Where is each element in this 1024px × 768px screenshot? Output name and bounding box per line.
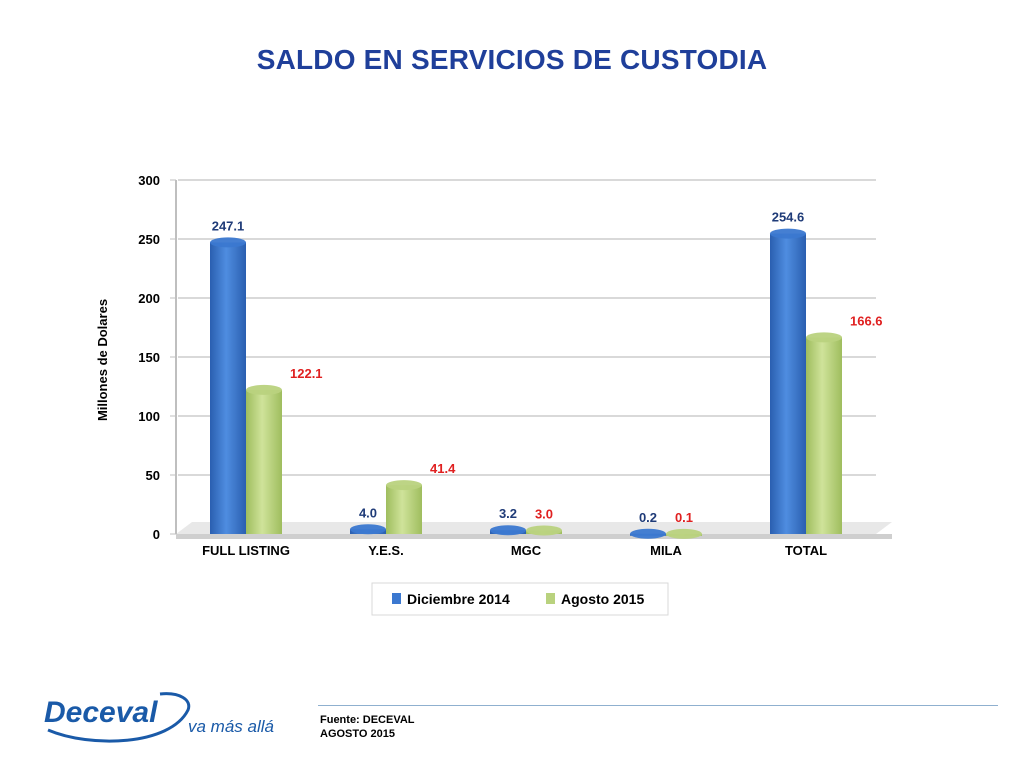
data-label: 254.6: [772, 210, 805, 225]
data-label: 122.1: [290, 366, 323, 381]
data-label: 41.4: [430, 461, 456, 476]
source-line-1: Fuente: DECEVAL: [320, 714, 415, 726]
y-tick-label: 100: [138, 409, 160, 424]
bar-agosto-2015: [386, 485, 422, 534]
bar-chart: 0 50 100 150 200 250 300 247.1 122.1 4.0 41.4 3.2 3…: [95, 173, 892, 616]
bars: [210, 228, 842, 539]
y-tick-label: 0: [153, 527, 160, 542]
y-tick-label: 50: [146, 468, 160, 483]
bar-agosto-2015: [246, 389, 282, 534]
y-tick-label: 300: [138, 173, 160, 188]
data-label: 0.2: [639, 510, 657, 525]
bar-cap: [806, 332, 842, 343]
bar-agosto-2015: [806, 337, 842, 534]
logo-text: Deceval: [44, 696, 158, 729]
x-tick-label: MGC: [511, 543, 542, 558]
bar-cap: [386, 480, 422, 491]
data-label: 4.0: [359, 505, 377, 520]
source-note: Fuente: DECEVAL AGOSTO 2015: [320, 713, 415, 741]
legend-label: Agosto 2015: [561, 591, 644, 607]
deceval-logo[interactable]: Deceval va más allá: [40, 688, 280, 744]
y-tick-label: 250: [138, 232, 160, 247]
bar-cap: [770, 228, 806, 239]
bar-cap: [666, 528, 702, 539]
data-label: 247.1: [212, 218, 245, 233]
legend-box: [371, 582, 669, 616]
bar-cap: [210, 237, 246, 248]
bar-cap: [490, 525, 526, 536]
gridlines: [178, 179, 876, 476]
data-labels: 247.1 122.1 4.0 41.4 3.2 3.0 0.2 0.1 254.6 166.6: [212, 210, 883, 525]
legend-swatch: [392, 593, 401, 604]
logo-tagline: va más allá: [188, 717, 274, 736]
bar-diciembre-2014: [210, 242, 246, 534]
data-label: 3.0: [535, 506, 553, 521]
bar-diciembre-2014: [770, 233, 806, 534]
page-title: SALDO EN SERVICIOS DE CUSTODIA: [256, 44, 768, 75]
bar-cap: [630, 528, 666, 539]
source-line-2: AGOSTO 2015: [320, 728, 395, 740]
y-tick-label: 150: [138, 350, 160, 365]
logo-swoosh: [47, 692, 191, 743]
legend: Diciembre 2014 Agosto 2015: [371, 582, 669, 616]
x-tick-label: Y.E.S.: [368, 543, 403, 558]
legend-swatch: [546, 593, 555, 604]
x-axis: FULL LISTING Y.E.S. MGC MILA TOTAL: [202, 543, 827, 558]
y-tick-label: 200: [138, 291, 160, 306]
bar-cap: [350, 524, 386, 535]
y-axis-title: Millones de Dolares: [95, 299, 110, 421]
bar-cap: [246, 384, 282, 395]
x-tick-label: TOTAL: [785, 543, 827, 558]
x-tick-label: MILA: [650, 543, 682, 558]
x-tick-label: FULL LISTING: [202, 543, 290, 558]
data-label: 0.1: [675, 510, 693, 525]
data-label: 3.2: [499, 506, 517, 521]
footer-divider: [318, 705, 998, 706]
data-label: 166.6: [850, 313, 883, 328]
y-axis: 0 50 100 150 200 250 300: [138, 173, 177, 542]
chart-floor-edge: [176, 534, 892, 539]
legend-label: Diciembre 2014: [407, 591, 510, 607]
bar-cap: [526, 525, 562, 536]
